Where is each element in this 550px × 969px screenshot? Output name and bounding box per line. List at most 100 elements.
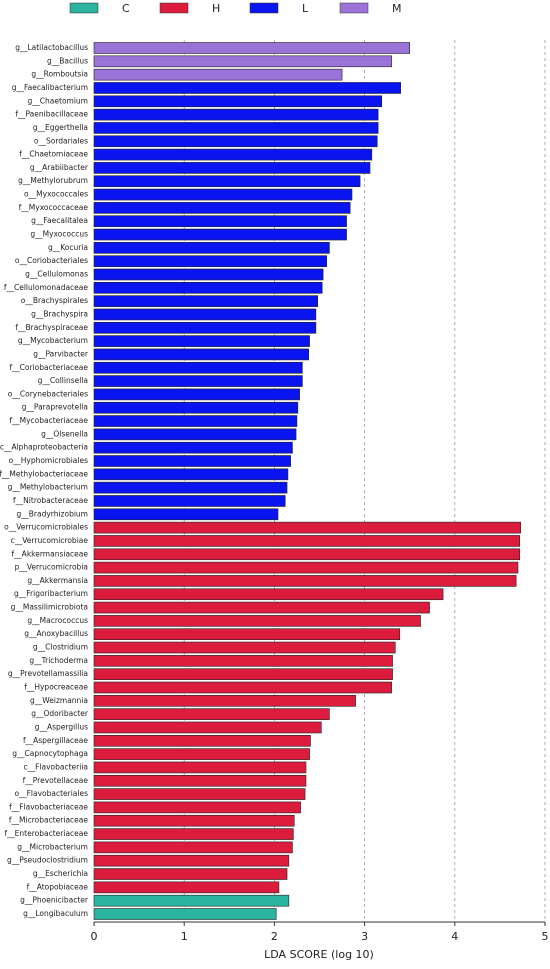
category-label: g__Collinsella — [38, 376, 88, 385]
bar — [93, 841, 293, 854]
bar — [93, 748, 310, 760]
bar — [93, 708, 330, 720]
category-label: f__Akkermansiaceae — [12, 549, 89, 558]
legend-label: L — [302, 2, 309, 15]
category-label: g__Faecalibacterium — [12, 83, 88, 92]
category-label: g__Eggerthella — [33, 123, 88, 132]
bar — [93, 282, 323, 294]
bar — [93, 481, 288, 494]
bar — [93, 215, 347, 227]
bar — [93, 814, 295, 827]
category-label: c__Alphaproteobacteria — [0, 443, 88, 452]
bar — [93, 228, 347, 241]
x-tick-label: 1 — [181, 930, 188, 943]
bar — [93, 495, 286, 507]
category-label: g__Mycobacterium — [18, 336, 88, 345]
bar — [93, 441, 293, 454]
category-label: g__Phoenicibacter — [20, 896, 89, 905]
bar — [93, 55, 392, 68]
category-label: f__Enterobacteriaceae — [5, 829, 89, 838]
bar — [93, 601, 430, 614]
category-label: g__Olsenella — [41, 429, 88, 438]
bar — [93, 508, 279, 521]
category-label: g__Cellulomonas — [25, 269, 88, 278]
category-label: g__Weizmannia — [30, 696, 88, 705]
bar — [93, 108, 379, 121]
category-label: g__Prevotellamassilia — [8, 669, 88, 678]
category-label: f__Hypocreaceae — [24, 683, 88, 692]
category-label: g__Kocuria — [48, 243, 88, 252]
bar — [93, 242, 330, 254]
category-label: o__Verrucomicrobiales — [4, 523, 88, 532]
category-label: f__Cellulomonadaceae — [4, 283, 89, 292]
bar — [93, 828, 294, 840]
category-label: f__Aspergillaceae — [23, 736, 88, 745]
x-tick-label: 3 — [361, 930, 368, 943]
legend-label: C — [122, 2, 130, 15]
bar — [93, 255, 328, 267]
x-axis-label: LDA SCORE (log 10) — [264, 948, 374, 961]
legend-swatch — [249, 2, 279, 14]
category-label: g__Faecalitalea — [31, 216, 88, 225]
category-label: c__Flavobacteriia — [23, 762, 88, 771]
category-label: f__Paenibacillaceae — [15, 110, 88, 119]
category-label: g__Escherichia — [33, 869, 88, 878]
bar — [93, 415, 298, 427]
category-label: g__Latilactobacillus — [15, 43, 88, 52]
category-label: g__Brachyspira — [31, 309, 88, 318]
bar — [93, 761, 307, 774]
category-label: g__Anoxybacillus — [24, 629, 88, 638]
bar — [93, 774, 307, 787]
category-label: g__Chaetomium — [28, 96, 88, 105]
bar — [93, 548, 521, 561]
bar — [93, 308, 317, 321]
bar — [93, 401, 299, 414]
bar — [93, 734, 311, 747]
category-label: o__Hyphomicrobiales — [9, 456, 88, 465]
bar — [93, 695, 356, 707]
bar — [93, 894, 290, 907]
legend-swatch — [69, 2, 99, 14]
category-label: g__Arabiibacter — [30, 163, 89, 172]
category-label: f__Brachyspiraceae — [15, 323, 88, 332]
bar — [93, 295, 318, 307]
bar — [93, 535, 521, 547]
bar — [93, 148, 373, 161]
category-label: g__Macrococcus — [27, 616, 88, 625]
bar — [93, 162, 371, 174]
bar — [93, 561, 519, 574]
category-label: g__Capnocytophaga — [12, 749, 88, 758]
category-label: o__Coriobacteriales — [15, 256, 88, 265]
legend-swatch — [339, 2, 369, 14]
bar — [93, 521, 521, 534]
category-label: g__Odoribacter — [31, 709, 89, 718]
category-label: g__Bacillus — [47, 56, 88, 65]
bar — [93, 42, 411, 54]
x-tick-label: 2 — [271, 930, 278, 943]
category-label: g__Parvibacter — [33, 349, 89, 358]
bar — [93, 122, 379, 134]
bar — [93, 788, 306, 800]
x-tick-label: 5 — [542, 930, 549, 943]
category-label: o__Corynebacteriales — [8, 389, 88, 398]
category-label: f__Mycobacteriaceae — [9, 416, 88, 425]
category-label: g__Massilimicrobiota — [11, 603, 88, 612]
category-label: g__Pseudoclostridium — [7, 856, 88, 865]
legend-label: M — [392, 2, 402, 15]
bar — [93, 881, 280, 894]
bar — [93, 348, 309, 361]
x-tick-label: 0 — [91, 930, 98, 943]
category-label: g__Aspergillus — [35, 722, 88, 731]
legend-swatch — [159, 2, 189, 14]
bar — [93, 68, 343, 81]
bar — [93, 95, 383, 108]
category-label: f__Microbacteriaceae — [9, 816, 88, 825]
category-label: g__Microbacterium — [17, 842, 88, 851]
legend-label: H — [212, 2, 220, 15]
category-label: g__Akkermansia — [27, 576, 88, 585]
category-label: g__Methylorubrum — [18, 176, 88, 185]
category-label: c__Verrucomicrobiae — [11, 536, 89, 545]
bar — [93, 82, 401, 94]
bar — [93, 321, 317, 334]
